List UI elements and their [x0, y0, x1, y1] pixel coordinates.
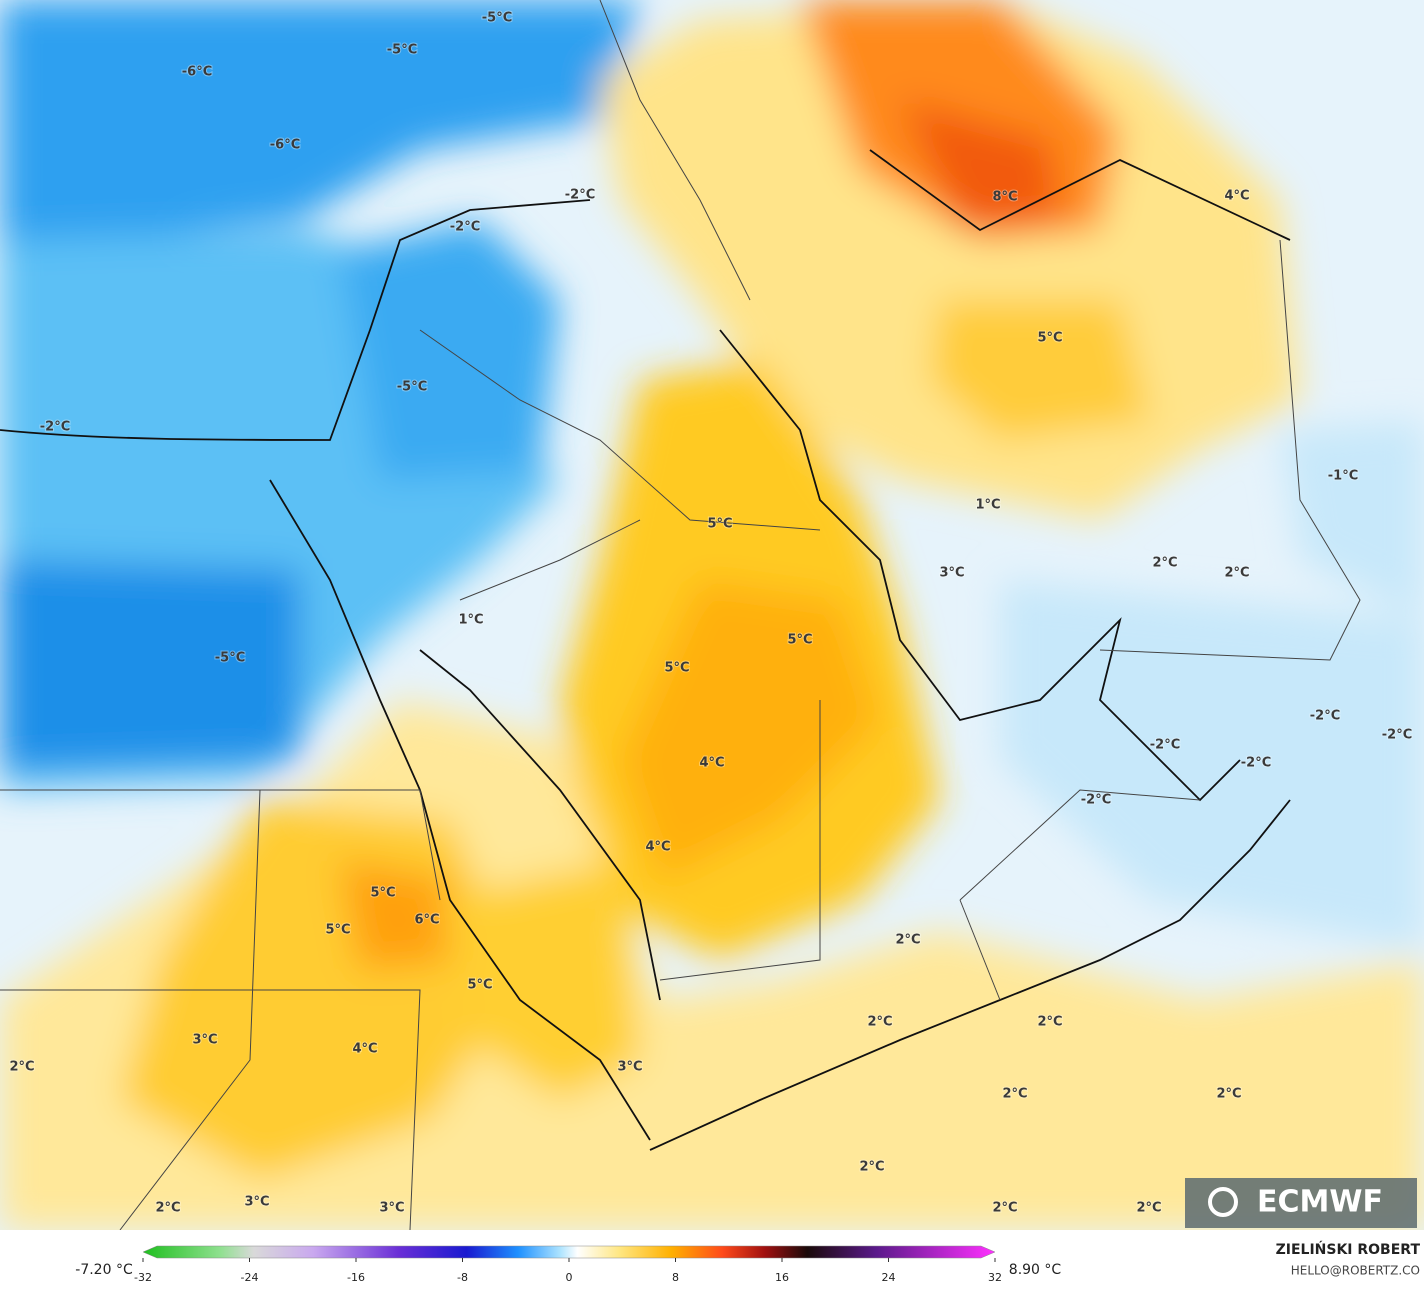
logo-text: ECMWF: [1257, 1185, 1383, 1220]
temp-label: 2°C: [9, 1060, 34, 1075]
temp-label: 2°C: [992, 1201, 1017, 1216]
temp-label: -5°C: [387, 43, 417, 58]
temp-label: -6°C: [270, 138, 300, 153]
credit-contact: HELLO@ROBERTZ.CO: [1291, 1264, 1420, 1278]
colorbar-tick-label: 16: [775, 1271, 789, 1284]
temp-label: 4°C: [645, 840, 670, 855]
temp-label: -2°C: [1081, 793, 1111, 808]
temp-label: 2°C: [1002, 1087, 1027, 1102]
temp-label: 3°C: [939, 566, 964, 581]
credit-name: ZIELIŃSKI ROBERT: [1276, 1240, 1421, 1258]
temp-label: 2°C: [155, 1201, 180, 1216]
temp-label: 1°C: [458, 613, 483, 628]
logo: ECMWF: [1185, 1178, 1417, 1228]
colorbar-tick-label: 32: [988, 1271, 1002, 1284]
temp-label: 5°C: [467, 978, 492, 993]
max-label: 8.90 °C: [1009, 1262, 1062, 1278]
temp-label: 2°C: [867, 1015, 892, 1030]
temp-label: -1°C: [1328, 469, 1358, 484]
temperature-labels: -5°C -5°C -6°C -6°C -2°C -2°C 8°C 4°C 5°C -5°C -2°…: [8, 10, 1413, 1217]
temp-label: 8°C: [992, 190, 1017, 205]
temp-label: 5°C: [664, 661, 689, 676]
temp-label: 3°C: [379, 1201, 404, 1216]
temp-label: -2°C: [1310, 709, 1340, 724]
colorbar-tick-label: -8: [457, 1271, 468, 1284]
temp-label: 3°C: [244, 1195, 269, 1210]
temp-label: 2°C: [1037, 1015, 1062, 1030]
temp-label: 2°C: [1216, 1087, 1241, 1102]
map-area: [0, 0, 1424, 1231]
temp-label: 3°C: [192, 1033, 217, 1048]
temp-label: 2°C: [859, 1160, 884, 1175]
temp-label: -6°C: [182, 65, 212, 80]
temp-label: 5°C: [707, 517, 732, 532]
min-label: -7.20 °C: [75, 1262, 133, 1278]
colorbar-tick-label: 8: [672, 1271, 679, 1284]
temp-label: 2°C: [1152, 556, 1177, 571]
colorbar-tick-label: 0: [566, 1271, 573, 1284]
temp-label: 6°C: [414, 913, 439, 928]
temp-label: -2°C: [450, 220, 480, 235]
temp-label: 2°C: [1224, 566, 1249, 581]
temp-label: 2°C: [1136, 1201, 1161, 1216]
temp-label: 4°C: [1224, 189, 1249, 204]
temp-label: 1°C: [975, 498, 1000, 513]
temp-label: 5°C: [370, 886, 395, 901]
temp-label: 2°C: [895, 933, 920, 948]
temp-label: -2°C: [1241, 756, 1271, 771]
temp-label: 5°C: [1037, 331, 1062, 346]
colorbar-tick-label: -24: [241, 1271, 259, 1284]
temp-label: 5°C: [325, 923, 350, 938]
temp-label: -5°C: [215, 651, 245, 666]
temp-label: -5°C: [482, 11, 512, 26]
colorbar: -7.20 °C 8.90 °C -32 -24 -16 -8 0 8 16 24 32: [75, 1245, 1062, 1284]
temp-label: 4°C: [699, 756, 724, 771]
colorbar-tick-label: -16: [347, 1271, 365, 1284]
colorbar-tick-label: -32: [134, 1271, 152, 1284]
temp-label: 5°C: [787, 633, 812, 648]
temp-label: -2°C: [565, 188, 595, 203]
colorbar-tick-label: 24: [882, 1271, 896, 1284]
colorbar-bar: [142, 1245, 996, 1259]
temp-label: -2°C: [1150, 738, 1180, 753]
temp-label: -2°C: [1382, 728, 1412, 743]
temp-label: 3°C: [617, 1060, 642, 1075]
temp-label: -2°C: [40, 420, 70, 435]
temp-label: -5°C: [397, 380, 427, 395]
temp-label: 4°C: [352, 1042, 377, 1057]
